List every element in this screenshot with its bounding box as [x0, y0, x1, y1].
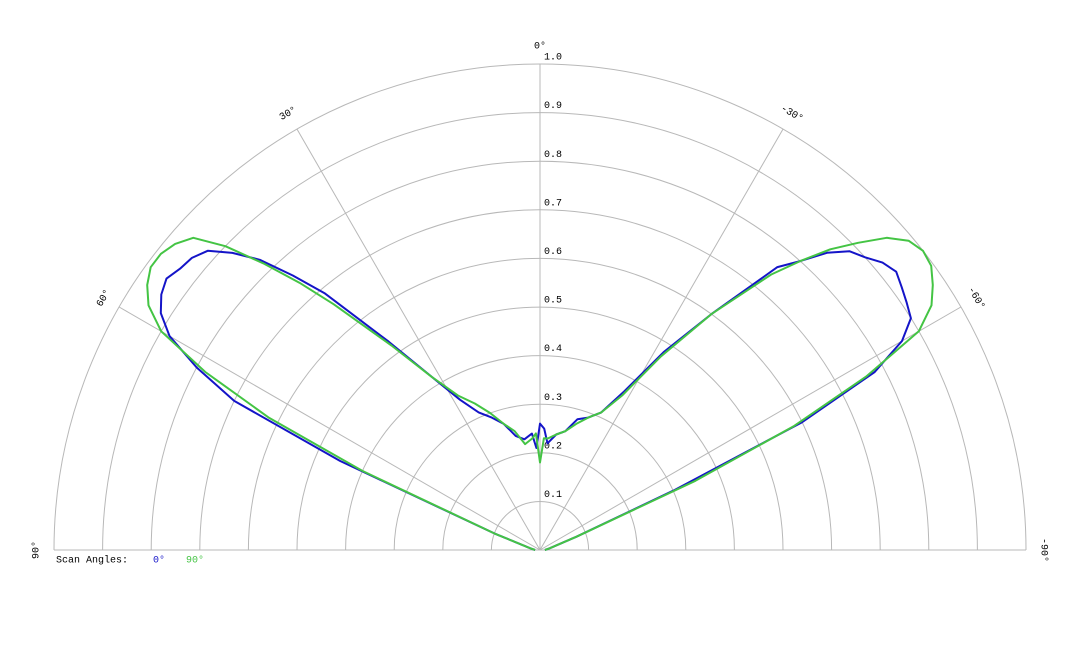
grid-spoke — [539, 306, 962, 551]
r-tick-label: 0.2 — [544, 441, 562, 452]
theta-tick-label: 60° — [94, 288, 113, 310]
r-tick-label: 0.5 — [544, 296, 562, 307]
r-tick-label: 0.7 — [544, 198, 562, 209]
theta-tick-label: 30° — [278, 104, 300, 123]
theta-tick-label: -30° — [778, 103, 805, 125]
series-line — [159, 249, 912, 551]
r-tick-label: 0.3 — [544, 393, 562, 404]
legend-title: Scan Angles: — [56, 555, 128, 567]
grid-spoke — [296, 128, 541, 551]
theta-tick-label: 90° — [31, 541, 43, 559]
grid-spoke — [118, 306, 541, 551]
r-tick-label: 0.8 — [544, 150, 562, 161]
grid-spoke — [539, 128, 784, 551]
series-line — [146, 236, 934, 551]
r-tick-label: 0.9 — [544, 101, 562, 112]
theta-tick-label: -90° — [1037, 538, 1049, 562]
r-tick-label: 0.1 — [544, 490, 562, 501]
r-tick-label: 1.0 — [544, 53, 562, 64]
r-tick-label: 0.6 — [544, 247, 562, 258]
theta-tick-label: 0° — [534, 41, 546, 53]
theta-tick-label: -60° — [965, 285, 987, 312]
legend-entry: 90° — [186, 555, 204, 567]
legend-entry: 0° — [153, 555, 165, 567]
r-tick-label: 0.4 — [544, 344, 562, 355]
